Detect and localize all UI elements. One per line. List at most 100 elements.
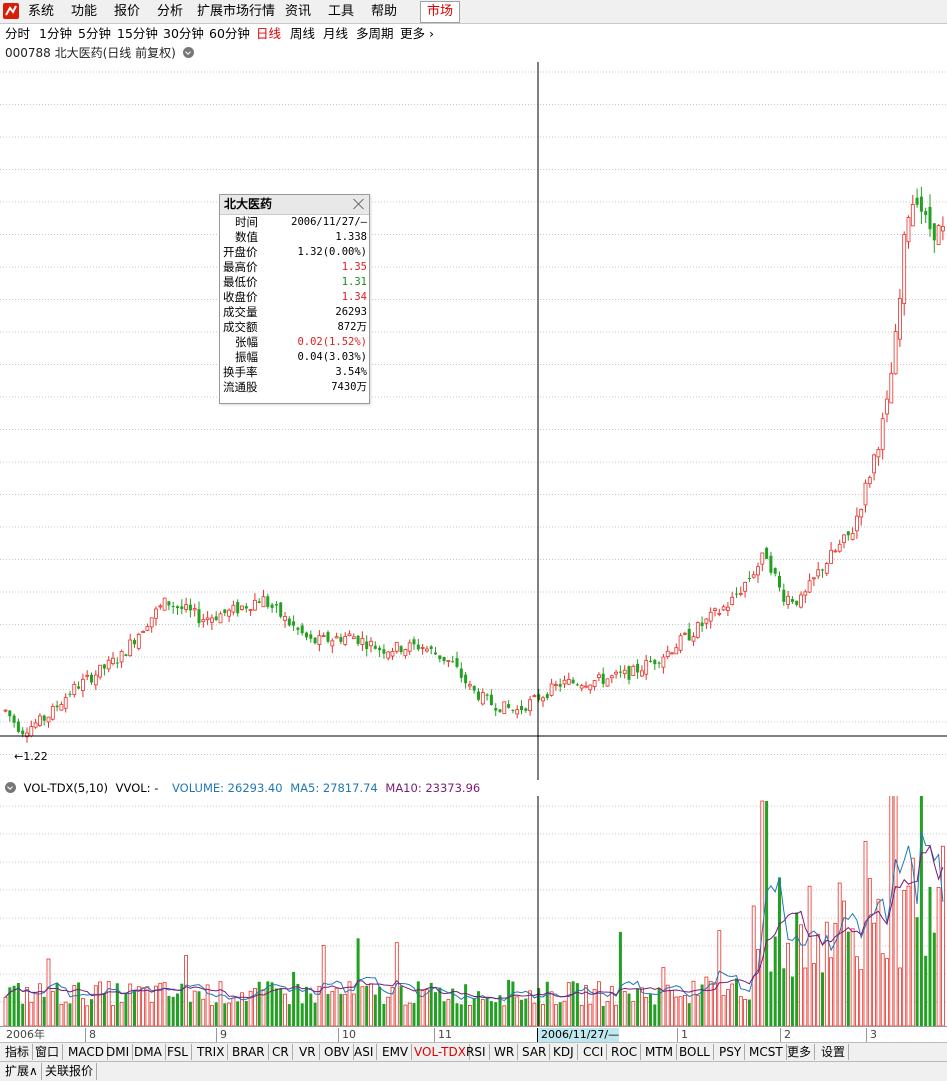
volume-indicator-name[interactable]: VOL-TDX(5,10) [23,781,109,795]
indicator-tab-设置[interactable]: 设置 [818,1044,850,1060]
popup-row: 换手率 3.54% [220,365,369,380]
candle-body [33,722,38,728]
period-1min[interactable]: 1分钟 [39,26,72,41]
indicator-tab-mcst[interactable]: MCST [746,1044,787,1060]
indicator-tab-kdj[interactable]: KDJ [550,1044,578,1060]
popup-row: 成交量 26293 [220,305,369,320]
period-30min[interactable]: 30分钟 [163,26,204,41]
indicator-tab-dmi[interactable]: DMI [103,1044,134,1060]
menu-system[interactable]: 系统 [28,4,55,19]
extend-tab[interactable]: 扩展∧ [2,1063,42,1080]
candle-body [81,678,85,691]
volume-bar [618,931,622,1026]
indicator-tab-dma[interactable]: DMA [131,1044,166,1060]
candle-body [584,685,588,688]
chart-title[interactable]: 000788 北大医药(日线 前复权) [0,44,194,62]
indicator-tab-指标[interactable]: 指标 [2,1044,34,1060]
candle-body [184,604,189,610]
popup-label: 开盘价 [223,245,258,259]
volume-chart[interactable] [0,796,947,1026]
indicator-tab-emv[interactable]: EMV [379,1044,413,1060]
period-weekly[interactable]: 周线 [290,26,316,41]
indicator-tab-bar: 指标 窗口 MACD DMI DMA FSL TRIX BRAR CR VR OBV ASI EMV VO… [0,1042,947,1061]
period-daily[interactable]: 日线 [256,26,282,41]
popup-label: 成交量 [223,305,258,319]
period-15min[interactable]: 15分钟 [117,26,158,41]
menu-info[interactable]: 资讯 [285,4,312,19]
candle-body [464,674,468,684]
volume-bar [575,983,579,1026]
indicator-tab-vol-tdx[interactable]: VOL-TDX [411,1044,470,1060]
indicator-tab-更多[interactable]: 更多 [784,1044,816,1060]
indicator-tab-psy[interactable]: PSY [716,1044,746,1060]
menu-function[interactable]: 功能 [71,4,98,19]
period-60min[interactable]: 60分钟 [209,26,250,41]
period-5min[interactable]: 5分钟 [78,26,111,41]
period-multi[interactable]: 多周期 [356,26,394,41]
popup-value: 0.02(1.52%) [297,336,367,348]
volume-header: VOL-TDX(5,10) VVOL: - VOLUME: 26293.40 M… [0,781,484,796]
candle-body [300,625,304,634]
menu-analysis[interactable]: 分析 [157,4,184,19]
period-monthly[interactable]: 月线 [323,26,349,41]
indicator-tab-vr[interactable]: VR [296,1044,320,1060]
indicator-tab-sar[interactable]: SAR [519,1044,551,1060]
indicator-tab-cci[interactable]: CCI [580,1044,608,1060]
indicator-tab-窗口[interactable]: 窗口 [32,1044,64,1060]
period-more[interactable]: 更多 › [400,23,434,44]
menu-quote[interactable]: 报价 [114,4,141,19]
indicator-tab-roc[interactable]: ROC [608,1044,642,1060]
indicator-tab-fsl[interactable]: FSL [164,1044,192,1060]
candle-body [205,617,210,621]
volume-bar [214,1002,218,1026]
volume-bar [63,1001,68,1026]
period-timeshare[interactable]: 分时 [5,26,31,41]
chevron-down-icon[interactable] [5,782,16,793]
indicator-tab-mtm[interactable]: MTM [642,1044,678,1060]
indicator-tab-obv[interactable]: OBV [321,1044,354,1060]
candle-body [571,679,575,684]
indicator-tab-wr[interactable]: WR [491,1044,519,1060]
indicator-tab-asi[interactable]: ASI [351,1044,378,1060]
candle-body [287,618,291,626]
related-quote-tab[interactable]: 关联报价 [42,1063,98,1080]
menu-tools[interactable]: 工具 [328,4,355,19]
volume-bar [751,905,756,1026]
candle-body [614,671,618,675]
candlestick-chart[interactable]: ←1.22 [0,62,947,780]
candle-body [214,616,218,620]
indicator-tab-brar[interactable]: BRAR [229,1044,269,1060]
volume-bar [541,1004,545,1026]
volume-bar [111,1005,115,1026]
candle-body [760,552,765,565]
candle-body [334,636,339,639]
candle-body [252,599,257,611]
volume-bar [292,971,296,1026]
indicator-tab-boll[interactable]: BOLL [676,1044,714,1060]
x-label-10: 10 [338,1028,356,1042]
candle-body [691,636,696,642]
volume-bar [502,1005,507,1026]
volume-bar [880,953,885,1026]
menu-help[interactable]: 帮助 [371,4,398,19]
candle-body [850,533,855,540]
candle-body [38,715,42,726]
candle-body [515,709,520,715]
candle-body [898,298,902,340]
app-logo-icon[interactable] [3,3,19,19]
volume-bar [343,993,348,1026]
close-icon[interactable] [353,198,365,210]
market-button[interactable]: 市场 [420,1,461,23]
candle-body [726,606,730,611]
indicator-tab-cr[interactable]: CR [269,1044,293,1060]
indicator-tab-trix[interactable]: TRIX [194,1044,229,1060]
volume-bar [515,996,520,1026]
menu-extended-market[interactable]: 扩展市场行情 [197,4,276,19]
volume-bar [863,840,868,1026]
volume-bar [467,1005,472,1026]
chevron-down-icon[interactable] [182,47,194,58]
candle-body [356,635,360,644]
popup-label: 数值 [235,230,258,244]
indicator-tab-macd[interactable]: MACD [65,1044,108,1060]
indicator-tab-rsi[interactable]: RSI [463,1044,490,1060]
